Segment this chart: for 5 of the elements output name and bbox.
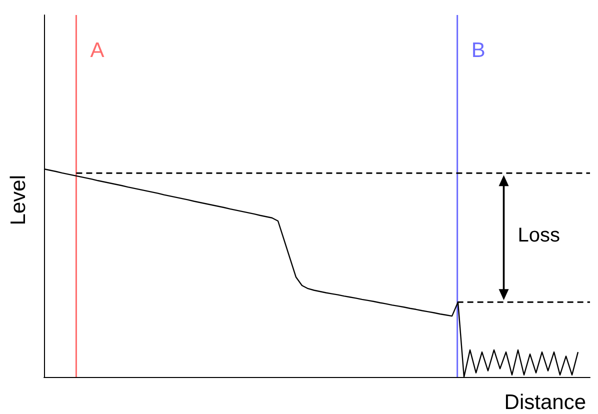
text: A xyxy=(90,39,104,62)
y-axis-title: Level xyxy=(7,175,30,226)
annotation: Loss xyxy=(518,224,560,247)
text: B xyxy=(471,39,486,62)
x-axis-title: Distance xyxy=(504,391,586,414)
